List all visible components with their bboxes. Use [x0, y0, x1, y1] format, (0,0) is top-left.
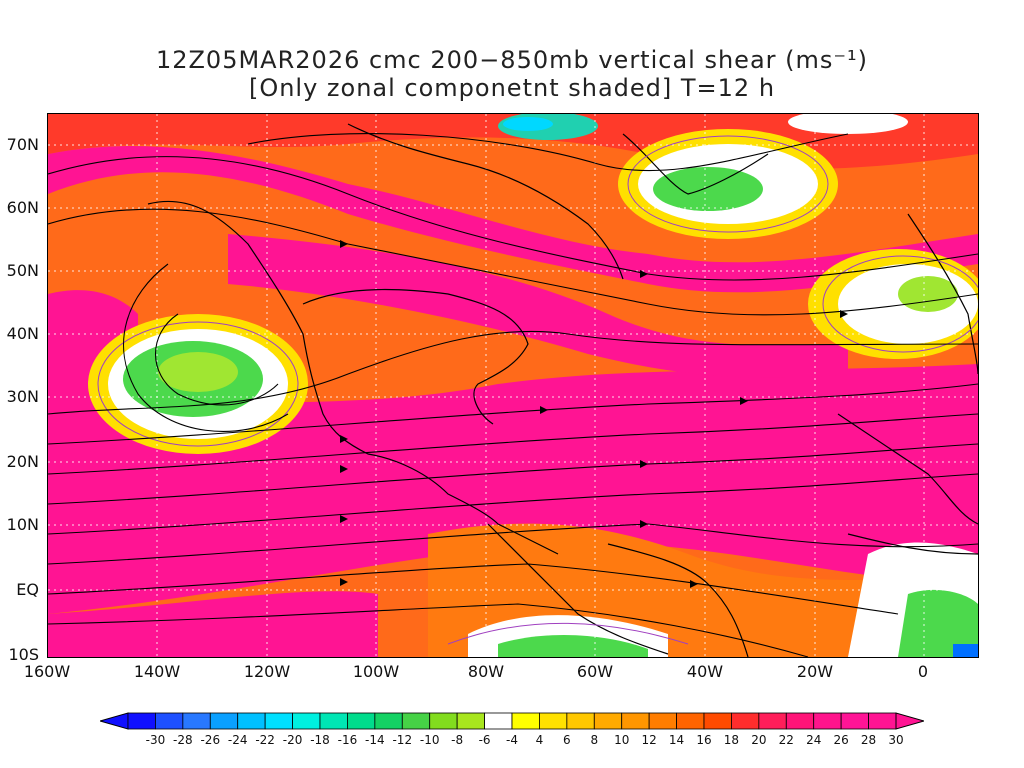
- colorbar-swatch: [347, 712, 376, 730]
- colorbar-tick-label: 12: [641, 733, 657, 747]
- colorbar-tick-label: -6: [478, 733, 491, 747]
- lat-label-70n: 70N: [6, 135, 39, 154]
- lon-label-80w: 80W: [467, 662, 505, 681]
- colorbar-tick-label: 20: [751, 733, 767, 747]
- colorbar: [100, 712, 924, 730]
- colorbar-tick-label: -8: [451, 733, 464, 747]
- lon-label-100w: 100W: [352, 662, 400, 681]
- colorbar-swatch: [456, 712, 485, 730]
- lon-label-60w: 60W: [576, 662, 614, 681]
- colorbar-tick-label: -24: [227, 733, 248, 747]
- lon-label-120w: 120W: [243, 662, 291, 681]
- colorbar-tick-label: -12: [392, 733, 413, 747]
- lon-label-40w: 40W: [686, 662, 724, 681]
- colorbar-swatch: [676, 712, 705, 730]
- colorbar-tick-label: -22: [255, 733, 275, 747]
- lon-label-20w: 20W: [796, 662, 834, 681]
- colorbar-swatch: [840, 712, 869, 730]
- colorbar-swatch: [648, 712, 677, 730]
- colorbar-tick-label: 22: [778, 733, 794, 747]
- colorbar-tick-label: 16: [696, 733, 712, 747]
- colorbar-tick-label: -14: [365, 733, 385, 747]
- colorbar-swatch: [785, 712, 815, 730]
- colorbar-tick-label: 8: [590, 733, 599, 747]
- colorbar-tick-label: -30: [145, 733, 166, 747]
- colorbar-swatch: [319, 712, 348, 730]
- colorbar-tick-label: -4: [506, 733, 518, 747]
- lat-label-eq: EQ: [16, 580, 39, 599]
- colorbar-arrow-right: [895, 712, 924, 730]
- colorbar-tick-label: 26: [833, 733, 849, 747]
- lat-label-40n: 40N: [6, 324, 39, 343]
- colorbar-swatch: [127, 712, 156, 730]
- colorbar-swatch: [484, 712, 513, 730]
- colorbar-swatch: [539, 712, 568, 730]
- colorbar-swatch: [813, 712, 842, 730]
- colorbar-tick-label: 4: [535, 733, 544, 747]
- lon-label-140w: 140W: [133, 662, 181, 681]
- lat-label-20n: 20N: [6, 452, 39, 471]
- colorbar-tick-label: -10: [419, 733, 440, 747]
- lat-label-30n: 30N: [6, 387, 39, 406]
- map-title-line2: [Only zonal componetnt shaded] T=12 h: [248, 74, 776, 102]
- colorbar-tick-label: -28: [173, 733, 193, 747]
- colorbar-tick-label: -18: [310, 733, 330, 747]
- colorbar-swatch: [593, 712, 623, 730]
- colorbar-swatch: [155, 712, 184, 730]
- colorbar-tick-label: 28: [860, 733, 877, 747]
- colorbar-swatch: [401, 712, 431, 730]
- lat-label-10n: 10N: [6, 515, 39, 534]
- colorbar-swatch: [209, 712, 239, 730]
- colorbar-swatch: [264, 712, 293, 730]
- colorbar-tick-label: -26: [200, 733, 221, 747]
- colorbar-swatch: [758, 712, 787, 730]
- colorbar-swatch: [182, 712, 211, 730]
- colorbar-tick-label: -16: [337, 733, 358, 747]
- colorbar-tick-label: 6: [563, 733, 571, 747]
- colorbar-swatch: [731, 712, 760, 730]
- colorbar-swatch: [374, 712, 403, 730]
- colorbar-swatch: [868, 712, 897, 730]
- colorbar-swatch: [566, 712, 595, 730]
- shear-map: [47, 113, 979, 658]
- colorbar-tick-label: 18: [723, 733, 740, 747]
- lon-label-0: 0: [917, 662, 929, 681]
- colorbar-swatch: [511, 712, 540, 730]
- colorbar-arrow-left: [100, 712, 129, 730]
- colorbar-swatch: [621, 712, 650, 730]
- colorbar-swatch: [703, 712, 732, 730]
- lat-label-10s: 10S: [8, 645, 39, 664]
- colorbar-tick-label: -20: [282, 733, 303, 747]
- lon-label-160w: 160W: [23, 662, 71, 681]
- colorbar-swatch: [429, 712, 458, 730]
- colorbar-swatch: [237, 712, 266, 730]
- lat-label-60n: 60N: [6, 198, 39, 217]
- colorbar-tick-label: 24: [806, 733, 822, 747]
- colorbar-tick-label: 14: [668, 733, 685, 747]
- map-title-line1: 12Z05MAR2026 cmc 200−850mb vertical shea…: [155, 46, 869, 74]
- colorbar-tick-label: 10: [614, 733, 630, 747]
- lat-label-50n: 50N: [6, 261, 39, 280]
- colorbar-swatch: [292, 712, 321, 730]
- colorbar-tick-label: 30: [888, 733, 904, 747]
